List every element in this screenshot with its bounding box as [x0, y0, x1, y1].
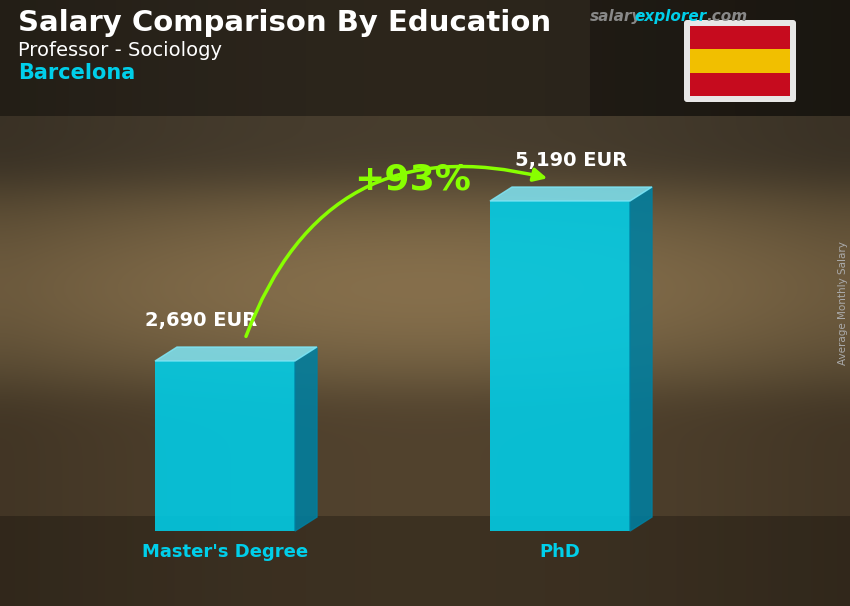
Polygon shape: [490, 187, 652, 201]
Bar: [0, 516, 850, 606]
Text: Average Monthly Salary: Average Monthly Salary: [838, 241, 848, 365]
Text: salary: salary: [590, 9, 643, 24]
Text: .com: .com: [706, 9, 747, 24]
Bar: [490, 201, 630, 531]
Text: Barcelona: Barcelona: [18, 63, 135, 83]
Bar: [690, 73, 790, 96]
Text: Salary Comparison By Education: Salary Comparison By Education: [18, 9, 551, 37]
Bar: [690, 49, 790, 73]
Text: Professor - Sociology: Professor - Sociology: [18, 41, 222, 60]
Polygon shape: [155, 347, 317, 361]
Bar: [0, 0, 850, 116]
Polygon shape: [295, 347, 317, 531]
Bar: [155, 361, 295, 531]
Text: +93%: +93%: [354, 162, 471, 196]
Text: explorer: explorer: [634, 9, 706, 24]
Bar: [690, 26, 790, 49]
Text: 2,690 EUR: 2,690 EUR: [145, 311, 258, 330]
Text: Master's Degree: Master's Degree: [142, 543, 308, 561]
Polygon shape: [630, 187, 652, 531]
FancyBboxPatch shape: [684, 20, 796, 102]
Text: 5,190 EUR: 5,190 EUR: [515, 151, 627, 170]
Text: PhD: PhD: [540, 543, 581, 561]
Bar: [590, 0, 850, 116]
